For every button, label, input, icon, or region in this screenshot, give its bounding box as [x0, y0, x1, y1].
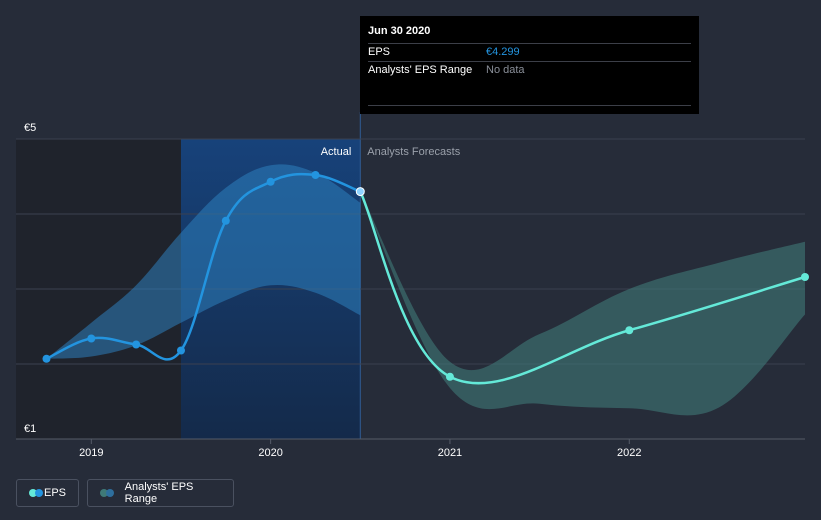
x-tick-label: 2022	[617, 447, 641, 459]
axis-labels: €5 €1 2019 2020 2021 2022 Actual Analysts Forec…	[24, 122, 642, 459]
range-legend-icon	[100, 489, 117, 497]
eps-actual-point[interactable]	[311, 171, 320, 179]
y-tick-label: €1	[24, 423, 36, 435]
tooltip-range-label: Analysts' EPS Range	[368, 64, 473, 76]
actual-region-label: Actual	[321, 146, 352, 158]
eps-legend-icon	[29, 489, 43, 497]
tooltip-eps-row: EPS €4.299	[368, 43, 691, 61]
eps-actual-point[interactable]	[221, 216, 230, 225]
x-tick-label: 2020	[258, 447, 282, 459]
tooltip-eps-value: €4.299	[486, 46, 520, 58]
eps-lines	[45, 172, 806, 385]
tooltip-date: Jun 30 2020	[368, 25, 431, 37]
eps-chart: €5 €1 2019 2020 2021 2022 Actual Analysts Forec…	[16, 112, 809, 459]
eps-actual-point[interactable]	[355, 187, 365, 197]
legend-range-label: Analysts' EPS Range	[124, 481, 194, 505]
eps-forecast-point[interactable]	[445, 372, 454, 381]
tooltip-divider	[368, 105, 691, 106]
tooltip-range-value: No data	[486, 64, 525, 76]
hover-tooltip: Jun 30 2020 EPS €4.299 Analysts' EPS Ran…	[360, 16, 699, 114]
forecast-eps-range-band	[360, 191, 805, 416]
y-tick-label: €5	[24, 122, 36, 134]
eps-actual-point[interactable]	[266, 177, 275, 186]
eps-actual-point[interactable]	[132, 340, 141, 349]
tooltip-range-row: Analysts' EPS Range No data	[368, 61, 691, 79]
x-tick-label: 2019	[79, 447, 103, 459]
legend-eps-label: EPS	[43, 487, 66, 499]
legend-eps-toggle[interactable]: EPS	[16, 479, 79, 507]
tooltip-eps-label: EPS	[368, 46, 391, 58]
eps-actual-point[interactable]	[176, 346, 185, 355]
x-tick-label: 2021	[438, 447, 462, 459]
eps-points[interactable]	[42, 171, 809, 381]
actual-eps-range-band	[46, 164, 361, 359]
eps-forecast-point[interactable]	[625, 326, 634, 335]
forecast-region-label: Analysts Forecasts	[367, 146, 460, 158]
eps-forecast-line	[359, 191, 806, 385]
range-bands	[46, 164, 805, 416]
legend-range-toggle[interactable]: Analysts' EPS Range	[87, 479, 234, 507]
eps-actual-line	[45, 172, 361, 361]
eps-actual-point[interactable]	[42, 354, 51, 363]
eps-forecast-point[interactable]	[801, 273, 809, 281]
eps-actual-point[interactable]	[87, 334, 96, 343]
